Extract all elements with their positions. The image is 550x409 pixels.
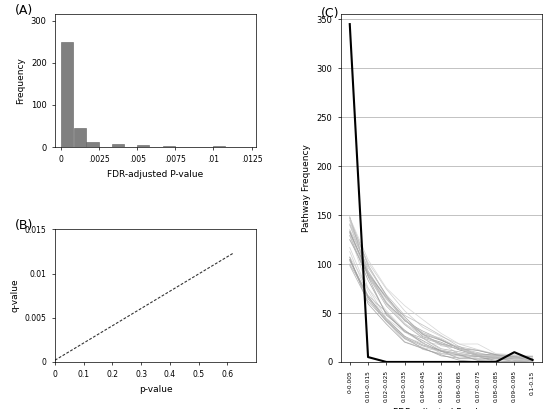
Bar xyxy=(74,128,86,147)
Bar xyxy=(163,146,175,147)
Text: (C): (C) xyxy=(321,7,339,20)
Bar xyxy=(112,144,124,147)
Bar xyxy=(188,146,200,147)
X-axis label: FDR-adjusted P-value: FDR-adjusted P-value xyxy=(393,408,490,409)
Text: (B): (B) xyxy=(15,219,33,231)
Y-axis label: Pathway Frequency: Pathway Frequency xyxy=(302,144,311,232)
Bar xyxy=(86,142,98,147)
Bar xyxy=(239,146,251,147)
X-axis label: p-value: p-value xyxy=(139,385,172,394)
Bar xyxy=(213,146,226,147)
Bar xyxy=(138,145,149,147)
Bar xyxy=(61,42,73,147)
Y-axis label: Frequency: Frequency xyxy=(16,57,25,104)
Text: (A): (A) xyxy=(15,4,33,17)
X-axis label: FDR-adjusted P-value: FDR-adjusted P-value xyxy=(107,170,204,179)
Y-axis label: q-value: q-value xyxy=(10,279,19,312)
